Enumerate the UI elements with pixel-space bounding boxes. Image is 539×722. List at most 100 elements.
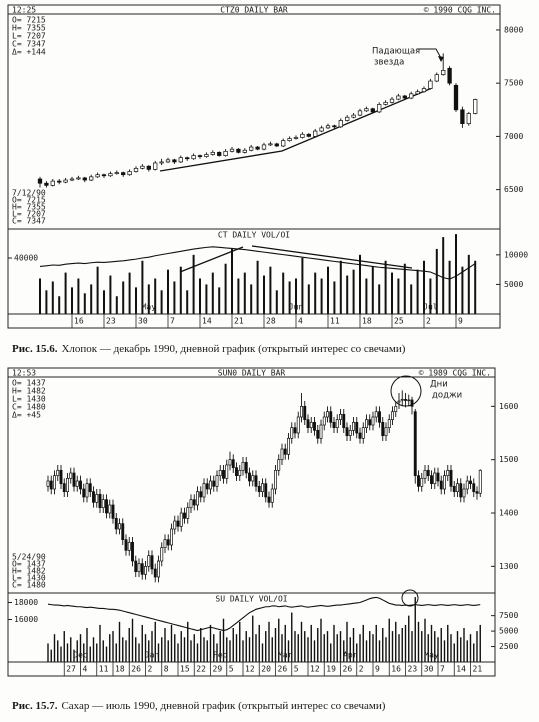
candle-body (300, 405, 303, 418)
candle-body (377, 104, 382, 113)
volume-bar (245, 631, 247, 662)
volume-bar (135, 287, 137, 314)
candle-body (351, 114, 356, 118)
volume-bar (448, 260, 451, 314)
candle-body (287, 138, 292, 142)
volume-bar (450, 634, 452, 662)
volume-bar (391, 272, 393, 314)
volume-bar (287, 640, 290, 662)
volume-bar (216, 643, 218, 662)
candle-body (345, 427, 349, 437)
volume-bar (39, 278, 41, 314)
candle-body (421, 88, 427, 93)
info-line: C= 1480 (12, 403, 46, 412)
volume-bar (397, 278, 400, 314)
month-label: Feb (213, 651, 228, 660)
candle-body (146, 165, 151, 170)
candle-body (95, 493, 99, 503)
volume-bar (365, 640, 368, 662)
volume-bar (89, 646, 91, 662)
candle-body (159, 161, 164, 164)
info-line: L= 7207 (12, 32, 46, 41)
candle-body (53, 475, 56, 490)
candle-body (329, 411, 333, 423)
candle-body (306, 133, 311, 137)
candle-body (332, 421, 336, 429)
volume-bar (148, 640, 150, 662)
candle-body (218, 469, 222, 477)
candle-body (101, 174, 107, 177)
candle-body (306, 419, 310, 429)
month-label: Dec (73, 651, 88, 660)
volume-bar (248, 637, 251, 662)
volume-bar (278, 618, 280, 662)
candle-body (76, 177, 81, 180)
x-tick-label: 18 (362, 317, 372, 326)
candle-body (160, 547, 164, 562)
y-tick-label: 1500 (499, 455, 518, 464)
candle-body (439, 480, 443, 490)
candle-body (88, 483, 92, 493)
volume-bar (372, 634, 374, 662)
candle-body (420, 477, 424, 487)
volume-bar (243, 272, 246, 314)
y-tick-label: 7500 (504, 79, 523, 88)
y-tick-label: 6500 (504, 185, 523, 194)
x-tick-label: 29 (213, 665, 223, 674)
volume-bar (128, 628, 130, 662)
candle-body (389, 98, 395, 103)
x-tick-label: 11 (330, 317, 340, 326)
candle-body (111, 504, 115, 519)
volume-bar (222, 618, 225, 662)
volume-bar (79, 634, 82, 662)
candle-body (280, 448, 284, 461)
x-tick-label: 5 (229, 665, 234, 674)
volume-bar (411, 631, 413, 662)
candle-body (261, 483, 264, 493)
volume-bar (410, 284, 413, 314)
volume-bar (359, 254, 361, 314)
candle-body (426, 469, 430, 477)
candle-body (459, 483, 463, 498)
x-tick-label: 21 (234, 317, 244, 326)
volume-bar (103, 290, 105, 314)
candle-body (370, 108, 375, 113)
candle-body (303, 405, 307, 421)
candle-body (37, 178, 43, 184)
volume-bar (115, 296, 118, 314)
info-line: Δ= +45 (12, 411, 41, 420)
volume-bar (151, 631, 153, 662)
candle-body (407, 399, 411, 402)
candle-body (381, 421, 385, 437)
candle-body (229, 148, 235, 152)
x-tick-label: 2 (426, 317, 431, 326)
candle-body (371, 416, 375, 426)
volume-bar (265, 631, 267, 662)
volume-bar (435, 248, 438, 314)
volume-bar (408, 615, 410, 662)
candle-body (199, 491, 203, 498)
volume-bar (77, 278, 80, 314)
candle-body (215, 475, 219, 487)
candle-body (150, 555, 154, 570)
candle-body (268, 143, 273, 146)
candle-body (108, 504, 112, 514)
candle-body (179, 512, 183, 527)
candle-body (210, 152, 215, 155)
volume-bar (333, 624, 335, 662)
candle-body (92, 491, 95, 503)
candle-body (105, 499, 108, 514)
volume-bar (211, 272, 214, 314)
volume-bar (256, 260, 259, 314)
volume-bar (45, 290, 48, 314)
volume-bar (190, 640, 192, 662)
volume-bar (167, 640, 169, 662)
volume-bar (301, 257, 304, 314)
volume-bar (326, 631, 329, 662)
volume-bar (343, 640, 345, 662)
volume-tick-label: 2500 (499, 642, 518, 651)
volume-bar (60, 646, 62, 662)
x-tick-label: 16 (391, 665, 401, 674)
